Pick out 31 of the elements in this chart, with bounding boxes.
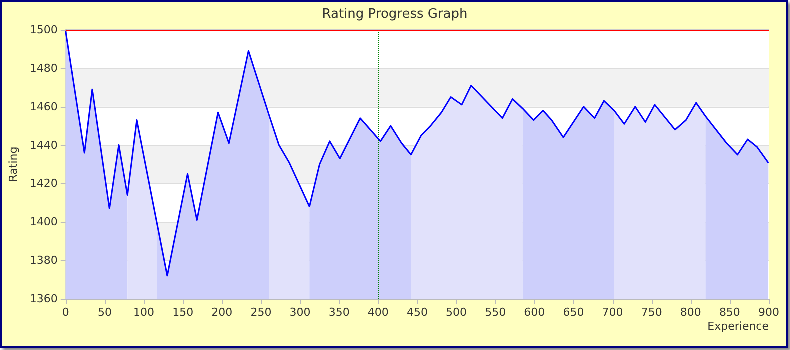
x-axis-title: Experience [708,320,770,333]
chart-title: Rating Progress Graph [322,7,468,22]
x-tick-label: 800 [680,306,702,319]
x-tick-label: 500 [446,306,468,319]
x-tick-label: 300 [290,306,311,319]
x-tick-label: 100 [134,306,155,319]
y-axis-title: Rating [7,146,20,182]
y-tick-label: 1360 [30,292,58,306]
x-tick-label: 400 [368,306,389,319]
x-tick-label: 600 [524,306,546,319]
x-tick-label: 250 [250,306,272,319]
y-tick-label: 1480 [30,62,58,75]
x-tick-label: 200 [212,306,233,319]
x-tick-label: 900 [758,306,780,319]
line-series [65,31,769,277]
x-tick-label: 700 [602,306,624,319]
x-tick-label: 450 [406,306,428,319]
y-tick-label: 1440 [30,138,58,152]
y-tick-label: 1400 [30,216,58,229]
x-tick-label: 850 [719,306,740,319]
x-tick-label: 350 [328,306,350,319]
y-tick-label: 1500 [30,24,58,36]
x-tick-label: 50 [98,306,112,319]
x-tick-label: 550 [485,306,506,319]
y-tick-label: 1380 [30,254,58,268]
x-tick-label: 150 [172,306,194,319]
x-tick-label: 650 [563,306,584,319]
x-tick-label: 750 [641,306,662,319]
y-tick-label: 1420 [30,177,58,190]
y-tick-label: 1460 [30,100,58,114]
x-tick-label: 0 [62,306,70,319]
